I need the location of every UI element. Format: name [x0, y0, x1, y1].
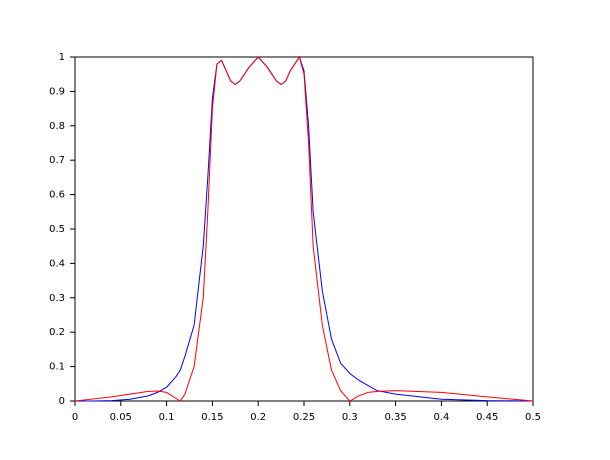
y-tick-label: 0: [59, 396, 65, 407]
x-tick-label: 0.5: [525, 412, 541, 423]
x-tick-label: 0.45: [476, 412, 498, 423]
y-tick-label: 0.7: [49, 155, 65, 166]
y-tick-label: 0.6: [49, 190, 65, 201]
x-tick-label: 0.3: [342, 412, 358, 423]
y-tick-label: 0.5: [49, 224, 65, 235]
y-tick-label: 1: [59, 52, 65, 63]
y-tick-label: 0.9: [49, 86, 65, 97]
y-tick-label: 0.4: [49, 258, 65, 269]
y-tick-label: 0.1: [49, 362, 65, 373]
x-tick-label: 0.35: [384, 412, 406, 423]
x-tick-label: 0.4: [433, 412, 449, 423]
x-tick-label: 0.2: [250, 412, 266, 423]
x-tick-label: 0.25: [293, 412, 315, 423]
series-line: [75, 55, 534, 402]
x-tick-label: 0.05: [110, 412, 132, 423]
x-tick-label: 0.15: [201, 412, 223, 423]
x-tick-label: 0.1: [159, 412, 175, 423]
y-tick-label: 0.2: [49, 327, 65, 338]
series-line: [74, 55, 534, 402]
y-tick-label: 0.8: [49, 121, 65, 132]
x-tick-label: 0: [72, 412, 78, 423]
plot-frame: [74, 56, 534, 402]
y-tick-label: 0.3: [49, 293, 65, 304]
